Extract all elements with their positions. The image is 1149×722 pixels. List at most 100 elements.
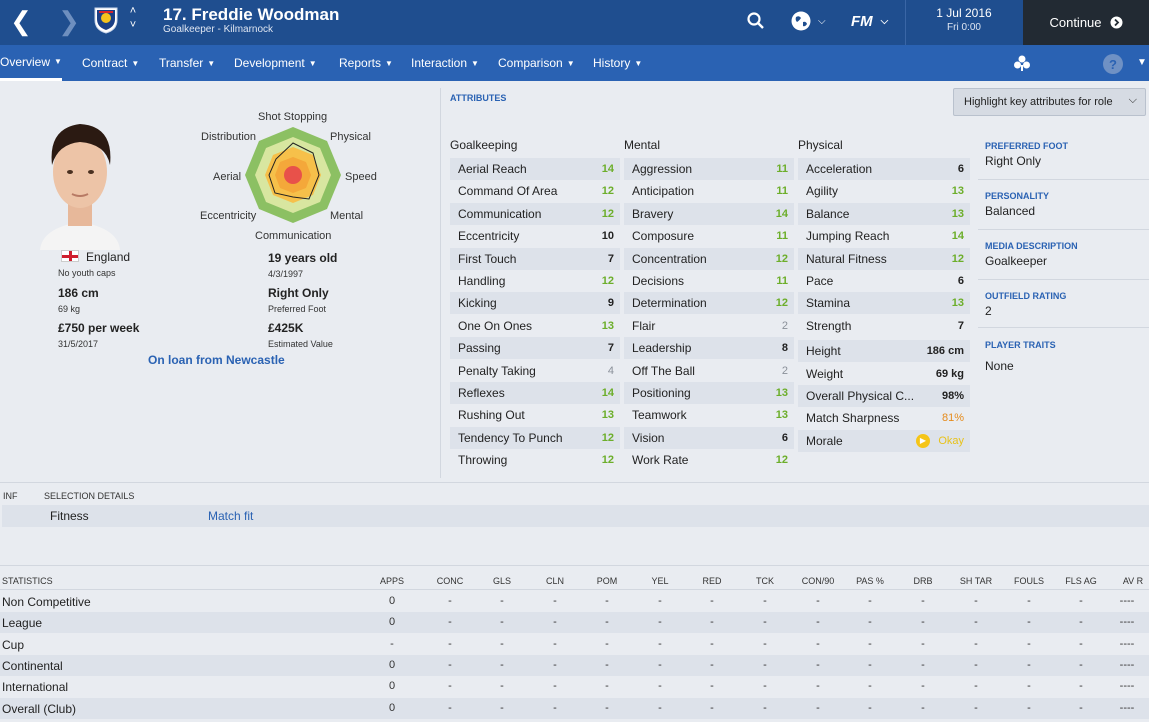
attribute-row[interactable]: Natural Fitness 12 xyxy=(798,247,970,270)
attribute-row[interactable]: Positioning 13 xyxy=(624,382,794,404)
attribute-row[interactable]: Composure 11 xyxy=(624,225,794,247)
attribute-row[interactable]: Weight 69 kg xyxy=(798,363,970,385)
tab-transfer[interactable]: Transfer ▼ xyxy=(159,45,215,81)
attribute-row[interactable]: Passing 7 xyxy=(450,337,620,360)
stat-column-header[interactable]: CLN xyxy=(545,576,564,586)
table-row[interactable]: Non Competitive 0- - - - - - - - - - - - - ---- xyxy=(0,591,1149,612)
tab-label: Contract xyxy=(82,56,128,70)
attribute-row[interactable]: Work Rate 12 xyxy=(624,449,794,471)
stat-column-header[interactable]: APPS xyxy=(379,576,404,586)
radar-label-communication: Communication xyxy=(255,230,332,242)
attribute-row[interactable]: Rushing Out 13 xyxy=(450,404,620,426)
attribute-row[interactable]: Acceleration 6 xyxy=(798,158,970,180)
stat-cell: 0 xyxy=(388,680,396,693)
attribute-value: 2 xyxy=(781,319,788,332)
tab-development[interactable]: Development ▼ xyxy=(234,45,317,81)
date-display[interactable]: 1 Jul 2016 Fri 0:00 xyxy=(905,0,1022,45)
attribute-row[interactable]: Strength 7 xyxy=(798,315,970,337)
continue-button[interactable]: Continue xyxy=(1023,0,1149,45)
search-icon[interactable] xyxy=(747,8,769,34)
tab-reports[interactable]: Reports ▼ xyxy=(339,45,393,81)
mental-heading: Mental xyxy=(624,138,661,152)
attribute-row[interactable]: Aerial Reach 14 xyxy=(450,158,620,180)
back-arrow-icon[interactable]: ❮ xyxy=(10,5,32,36)
attribute-row[interactable]: ▶ Morale Okay xyxy=(798,429,970,452)
table-row[interactable]: Overall (Club) 0- - - - - - - - - - - - - ---- xyxy=(0,697,1149,719)
tab-overview[interactable]: Overview ▼ xyxy=(0,45,62,81)
nationality[interactable]: England xyxy=(86,250,131,264)
attribute-row[interactable]: Decisions 11 xyxy=(624,270,794,292)
attribute-value: 12 xyxy=(775,454,788,467)
table-row[interactable]: League 0- - - - - - - - - - - - - ---- xyxy=(0,612,1149,634)
stat-column-header[interactable]: SH TAR xyxy=(959,576,993,586)
forward-arrow-icon[interactable]: ❯ xyxy=(58,5,80,36)
tab-interaction[interactable]: Interaction ▼ xyxy=(411,45,479,81)
attribute-row[interactable]: Kicking 9 xyxy=(450,292,620,315)
stat-column-header[interactable]: RED xyxy=(702,576,722,586)
player-switch-arrows-icon[interactable]: ˄ ˅ xyxy=(129,5,137,31)
attribute-row[interactable]: Vision 6 xyxy=(624,426,794,449)
attribute-row[interactable]: Communication 12 xyxy=(450,202,620,225)
stat-column-header[interactable]: CONC xyxy=(436,576,464,586)
attribute-name: Strength xyxy=(806,318,852,333)
tab-history[interactable]: History ▼ xyxy=(593,45,642,81)
stat-column-header[interactable]: PAS % xyxy=(856,576,884,586)
chevron-down-icon: ▼ xyxy=(207,58,216,68)
attribute-row[interactable]: Bravery 14 xyxy=(624,202,794,225)
stat-cell: - xyxy=(1027,680,1031,693)
stat-column-header[interactable]: FLS AG xyxy=(1065,576,1097,586)
top-header: ❮ ❯ ˄ ˅ 17. Freddie Woodman Goalkeeper - … xyxy=(0,0,1149,45)
help-icon[interactable]: ? xyxy=(1103,54,1123,74)
player-traits-label: Player Traits xyxy=(985,340,1056,350)
tab-contract[interactable]: Contract ▼ xyxy=(82,45,139,81)
stat-cell: - xyxy=(605,595,609,607)
attribute-row[interactable]: Jumping Reach 14 xyxy=(798,225,970,247)
attribute-row[interactable]: Overall Physical C... 98% xyxy=(798,385,970,407)
attribute-row[interactable]: Pace 6 xyxy=(798,270,970,292)
attribute-row[interactable]: Height 186 cm xyxy=(798,340,970,363)
attribute-row[interactable]: Command Of Area 12 xyxy=(450,180,620,202)
table-row[interactable]: Cup - - - - - - - - - - - - - - ---- xyxy=(0,634,1149,655)
attribute-row[interactable]: Teamwork 13 xyxy=(624,404,794,426)
attribute-row[interactable]: Eccentricity 10 xyxy=(450,225,620,247)
attribute-row[interactable]: Flair 2 xyxy=(624,315,794,337)
attribute-value: 13 xyxy=(951,207,964,220)
stat-column-header[interactable]: TCK xyxy=(756,576,774,586)
youth-caps: No youth caps xyxy=(58,268,116,278)
attribute-row[interactable]: Balance 13 xyxy=(798,202,970,225)
attribute-row[interactable]: Aggression 11 xyxy=(624,158,794,180)
attribute-row[interactable]: One On Ones 13 xyxy=(450,315,620,337)
loan-link[interactable]: On loan from Newcastle xyxy=(148,353,285,367)
stat-column-header[interactable]: POM xyxy=(596,576,618,586)
table-row[interactable]: International 0- - - - - - - - - - - - - ---- xyxy=(0,676,1149,697)
attribute-row[interactable]: Anticipation 11 xyxy=(624,180,794,202)
attribute-name: Anticipation xyxy=(632,184,695,199)
tab-comparison[interactable]: Comparison ▼ xyxy=(498,45,575,81)
attribute-row[interactable]: Concentration 12 xyxy=(624,247,794,270)
highlight-attributes-dropdown[interactable]: Highlight key attributes for role ⌵ xyxy=(953,88,1146,116)
stat-column-header[interactable]: GLS xyxy=(492,576,511,586)
attribute-row[interactable]: Penalty Taking 4 xyxy=(450,360,620,382)
table-row[interactable]: Continental 0- - - - - - - - - - - - - ---- xyxy=(0,654,1149,676)
stat-column-header[interactable]: AV R xyxy=(1122,576,1144,586)
chevron-down-icon[interactable]: ▼ xyxy=(1137,57,1147,68)
shortlist-icon[interactable] xyxy=(1011,53,1033,73)
attribute-row[interactable]: Determination 12 xyxy=(624,292,794,315)
stat-cell: - xyxy=(500,616,504,629)
stat-column-header[interactable]: CON/90 xyxy=(801,576,835,586)
attribute-row[interactable]: Agility 13 xyxy=(798,180,970,202)
attribute-row[interactable]: Reflexes 14 xyxy=(450,382,620,404)
stat-column-header[interactable]: DRB xyxy=(913,576,933,586)
attribute-row[interactable]: First Touch 7 xyxy=(450,247,620,270)
fm-menu-button[interactable]: FM ⌵ xyxy=(851,8,897,34)
attribute-row[interactable]: Match Sharpness 81% xyxy=(798,407,970,429)
attribute-row[interactable]: Stamina 13 xyxy=(798,292,970,315)
attribute-row[interactable]: Throwing 12 xyxy=(450,449,620,471)
attribute-row[interactable]: Handling 12 xyxy=(450,270,620,292)
attribute-row[interactable]: Leadership 8 xyxy=(624,337,794,360)
attribute-row[interactable]: Tendency To Punch 12 xyxy=(450,426,620,449)
stat-column-header[interactable]: FOULS xyxy=(1013,576,1044,586)
attribute-row[interactable]: Off The Ball 2 xyxy=(624,360,794,382)
globe-icon[interactable]: ⌵ xyxy=(790,8,834,34)
stat-column-header[interactable]: YEL xyxy=(651,576,669,586)
